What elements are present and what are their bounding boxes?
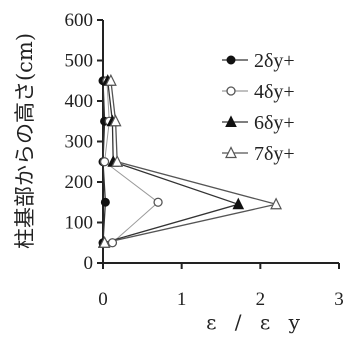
legend-marker-1: [226, 55, 236, 65]
data-point-series-2: [107, 238, 118, 248]
y-axis-label: 柱基部からの高さ(cm): [13, 33, 37, 249]
data-point-series-4: [98, 235, 111, 248]
x-tick-label: 3: [334, 289, 344, 310]
x-tick-label: 1: [177, 289, 187, 310]
data-point-series-1: [100, 197, 110, 207]
data-point-series-4: [111, 154, 124, 167]
y-tick-label: 500: [65, 51, 94, 72]
data-point-series-4: [104, 73, 117, 86]
data-point-series-2: [153, 197, 163, 207]
legend-label-1: 2δy+: [254, 50, 295, 72]
legend-marker-3: [225, 115, 237, 127]
y-tick-label: 100: [65, 213, 94, 234]
y-tick-label: 600: [65, 10, 94, 31]
y-ticks: 0 100 200 300 400 500 600: [65, 10, 103, 274]
data-point-series-2: [99, 157, 110, 167]
y-tick-label: 300: [65, 132, 94, 153]
y-tick-label: 400: [65, 91, 94, 112]
data-point-series-4: [109, 114, 122, 127]
y-tick-label: 0: [84, 253, 94, 274]
legend-marker-4: [225, 146, 237, 159]
legend: 2δy+ 4δy+ 6δy+ 7δy+: [222, 50, 295, 165]
legend-label-2: 4δy+: [254, 81, 295, 103]
data-point-series-3: [232, 197, 245, 210]
y-tick-label: 200: [65, 172, 94, 193]
legend-label-3: 6δy+: [254, 112, 295, 134]
x-tick-label: 0: [98, 289, 108, 310]
x-tick-label: 2: [256, 289, 266, 310]
legend-marker-2: [226, 86, 236, 96]
legend-label-4: 7δy+: [254, 143, 295, 165]
series-markers: [97, 73, 283, 248]
series-lines: [102, 80, 277, 244]
axes: [102, 20, 339, 264]
x-axis-label: ε / ε y: [206, 310, 306, 334]
series-line-3: [103, 80, 241, 244]
x-ticks: 0 1 2 3: [98, 263, 344, 310]
data-point-series-4: [270, 197, 283, 210]
